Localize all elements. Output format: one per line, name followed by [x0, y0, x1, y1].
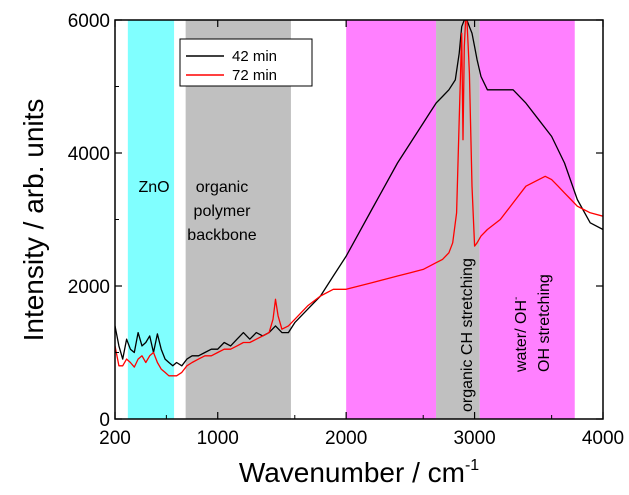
x-axis-title-superscript: -1 [465, 457, 479, 474]
x-tick-label: 4000 [582, 428, 624, 449]
y-tick-label: 0 [99, 410, 110, 431]
region-label-polymer-2: polymer [194, 203, 252, 220]
region-ch [436, 20, 480, 419]
region-label-polymer-3: backbone [187, 227, 256, 244]
x-tick-label: 3000 [453, 428, 495, 449]
series-line-42-min [115, 20, 603, 367]
y-tick-label: 4000 [68, 144, 110, 165]
region-water-oh-right [479, 20, 575, 419]
region-label-water-1: water/ OH- [511, 297, 530, 373]
x-axis-title-text: Wavenumber / cm [239, 457, 465, 488]
y-tick-label: 2000 [68, 277, 110, 298]
x-tick-label: 200 [99, 428, 131, 449]
y-tick-label: 6000 [68, 11, 110, 32]
region-label-water-2: OH stretching [536, 274, 553, 372]
x-axis-title: Wavenumber / cm-1 [239, 457, 479, 488]
series-line-72-min [115, 20, 603, 377]
legend-box [179, 38, 313, 87]
region-label-zno: ZnO [138, 179, 169, 196]
region-water-oh-left [346, 20, 437, 419]
x-tick-label: 2000 [325, 428, 367, 449]
region-label-water-1-text: water/ OH [513, 300, 530, 373]
region-zno [127, 20, 175, 419]
y-axis-title: Intensity / arb. units [18, 99, 49, 342]
region-label-water-superscript: - [511, 297, 522, 300]
region-label-polymer-1: organic [196, 179, 248, 196]
legend: 42 min 72 min [179, 38, 313, 87]
x-tick-label: 1000 [197, 428, 239, 449]
region-label-ch: organic CH stretching [459, 258, 476, 412]
legend-label-42-min: 42 min [232, 48, 277, 65]
series-lines [115, 20, 603, 377]
axis-ticks: 200 1000 2000 3000 4000 0 2000 4000 6000 [68, 11, 624, 449]
legend-label-72-min: 72 min [232, 67, 277, 84]
